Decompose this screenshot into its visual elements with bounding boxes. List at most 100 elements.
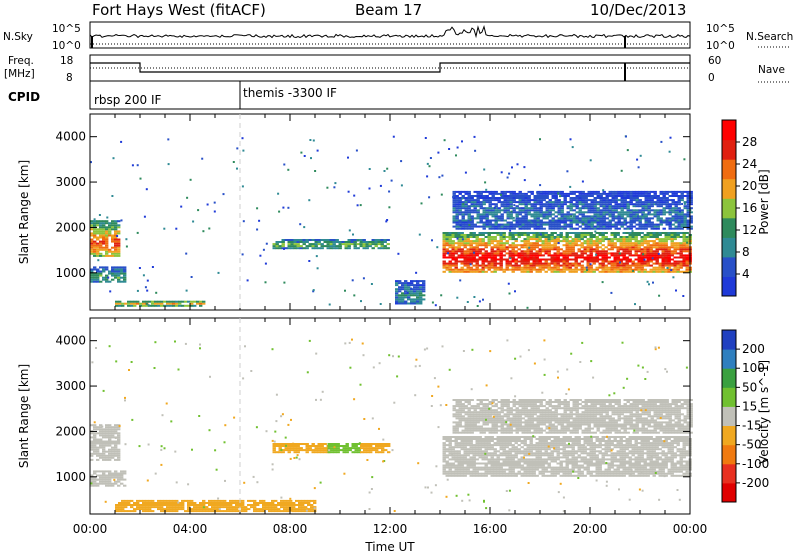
power-cell — [539, 215, 543, 218]
power-cell — [503, 219, 507, 222]
power-cell — [679, 242, 683, 245]
power-cell — [419, 284, 423, 287]
power-cell — [659, 190, 663, 193]
power-cell — [521, 217, 525, 220]
velocity-cell — [217, 499, 221, 502]
power-cell — [620, 209, 624, 212]
power-cell — [563, 213, 567, 216]
velocity-cell — [136, 502, 140, 504]
power-cell — [644, 213, 648, 216]
power-cell — [511, 236, 515, 238]
power-cell — [166, 302, 170, 305]
power-cell — [353, 239, 357, 241]
power-cell — [541, 242, 545, 245]
power-cell — [470, 225, 474, 228]
power-cell — [484, 266, 488, 269]
power-cell — [670, 234, 674, 236]
velocity-cell — [117, 458, 121, 461]
power-cell — [547, 258, 551, 261]
velocity-cell — [317, 449, 321, 452]
power-cell — [476, 213, 480, 216]
velocity-cell — [496, 470, 500, 473]
velocity-cell — [511, 456, 515, 459]
power-cell — [99, 222, 103, 225]
power-cell — [160, 300, 164, 303]
power-cell — [442, 250, 446, 253]
power-ylabel: Slant Range [km] — [17, 160, 31, 264]
power-cell — [605, 209, 609, 212]
power-cell — [607, 242, 611, 245]
power-cell — [377, 241, 381, 243]
velocity-cell — [481, 454, 485, 457]
velocity-cell — [490, 452, 494, 455]
power-cell — [475, 252, 479, 255]
velocity-cell — [529, 470, 533, 473]
velocity-cell — [114, 450, 118, 453]
power-cell — [496, 246, 500, 249]
power-cell — [178, 304, 182, 307]
power-cell — [662, 192, 666, 195]
power-cell — [472, 246, 476, 249]
power-cell — [647, 211, 651, 214]
power-cell — [671, 190, 675, 193]
power-scatter-point — [681, 203, 684, 205]
power-cell — [646, 270, 650, 273]
power-cell — [689, 203, 693, 206]
power-cell — [502, 254, 506, 257]
power-cell — [623, 195, 627, 197]
power-cell — [142, 304, 146, 307]
velocity-cell — [114, 480, 118, 483]
power-cell — [617, 227, 621, 230]
velocity-cell — [114, 426, 118, 429]
velocity-cell — [505, 450, 509, 453]
power-cell — [311, 243, 315, 246]
velocity-cell — [181, 506, 185, 509]
power-cell — [502, 238, 506, 241]
velocity-cell — [102, 446, 106, 449]
power-cell — [527, 209, 531, 212]
velocity-cell — [529, 442, 533, 445]
velocity-cell — [217, 508, 221, 511]
power-cell — [599, 227, 603, 230]
power-cell — [308, 243, 312, 246]
velocity-cell — [442, 454, 446, 457]
power-cell — [482, 223, 486, 226]
power-cell — [574, 268, 578, 271]
power-cell — [644, 201, 648, 204]
velocity-cell — [511, 462, 515, 465]
power-cell — [572, 227, 576, 230]
power-scatter-point — [557, 242, 560, 244]
power-cell — [485, 190, 489, 193]
power-cell — [584, 207, 588, 210]
power-cell — [665, 205, 669, 208]
velocity-cell — [175, 510, 179, 513]
velocity-cell — [451, 464, 455, 467]
power-cell — [454, 246, 458, 249]
velocity-cell — [517, 472, 521, 475]
velocity-cell — [493, 468, 497, 471]
power-cell — [601, 232, 605, 234]
power-cell — [90, 246, 94, 249]
velocity-cell — [508, 456, 512, 459]
power-cell — [632, 195, 636, 197]
power-cell — [632, 225, 636, 228]
velocity-cell — [445, 464, 449, 467]
power-cell — [448, 260, 452, 263]
power-cell — [565, 264, 569, 267]
velocity-cell — [484, 446, 488, 449]
power-cell — [347, 243, 351, 246]
power-scatter-point — [482, 298, 484, 301]
power-cell — [416, 292, 420, 295]
power-cell — [586, 234, 590, 236]
power-cell — [604, 260, 608, 263]
power-cell — [90, 234, 94, 237]
power-cell — [481, 270, 485, 273]
power-cell — [102, 220, 106, 223]
power-scatter-point — [282, 206, 285, 209]
power-cell — [601, 270, 605, 273]
velocity-cell — [574, 464, 578, 467]
power-cell — [580, 260, 584, 263]
power-cell — [593, 190, 597, 193]
velocity-cell — [238, 504, 242, 506]
power-cell — [499, 246, 503, 249]
